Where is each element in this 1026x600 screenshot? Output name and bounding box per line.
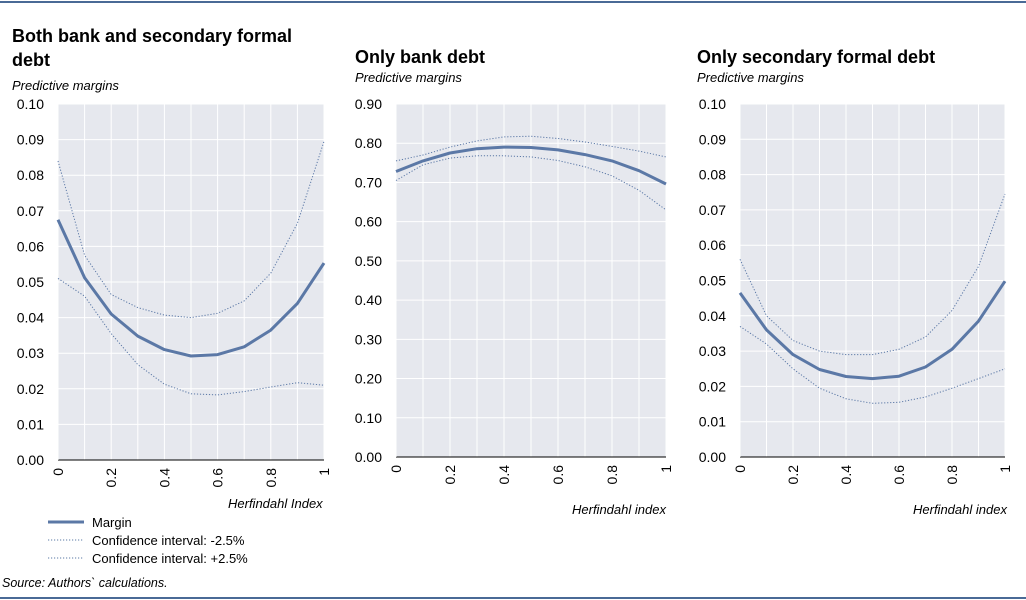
- y-tick-label: 0.50: [355, 253, 382, 269]
- series-margin-line: [56, 219, 326, 358]
- y-tick-label: 0.90: [355, 96, 382, 112]
- x-tick-label: 0.4: [156, 468, 172, 488]
- chart-1-title: Both bank and secondary formal debt: [12, 26, 293, 70]
- x-tick-label: 0: [50, 468, 66, 476]
- x-tick-label: 0.6: [891, 465, 907, 485]
- top-rule: [0, 1, 1026, 3]
- x-tick-label: 1: [997, 465, 1013, 473]
- series-ci-upper-line: [739, 193, 1006, 356]
- legend-item-ci-lower: Confidence interval: -2.5%: [48, 531, 248, 549]
- y-tick-label: 0.09: [699, 131, 726, 147]
- series-ci-lower-line: [739, 325, 1006, 404]
- x-tick-label: 0.2: [785, 465, 801, 485]
- legend-label: Confidence interval: -2.5%: [92, 532, 245, 548]
- x-tick-label: 0.8: [604, 465, 620, 485]
- y-tick-label: 0.05: [699, 273, 726, 289]
- y-tick-label: 0.00: [355, 449, 382, 465]
- y-tick-label: 0.08: [699, 167, 726, 183]
- x-tick-label: 0.4: [496, 465, 512, 485]
- y-tick-label: 0.09: [17, 132, 44, 148]
- x-tick-label: 0.2: [103, 468, 119, 488]
- x-tick-label: 0: [388, 465, 404, 473]
- x-tick-label: 0: [732, 465, 748, 473]
- x-tick-label: 0.6: [210, 468, 226, 488]
- y-tick-label: 0.30: [355, 331, 382, 347]
- y-tick-label: 0.10: [17, 96, 44, 112]
- legend: Margin Confidence interval: -2.5% Confid…: [48, 513, 248, 567]
- x-tick-label: 0.6: [550, 465, 566, 485]
- series-ci-upper-line: [395, 135, 667, 162]
- y-tick-label: 0.03: [699, 343, 726, 359]
- legend-swatch-dotted: [48, 539, 84, 541]
- chart-3-subtitle: Predictive margins: [697, 70, 804, 85]
- chart-1-plot: 0.00 0.01 0.02 0.03 0.04 0.05 0.06 0.07 0.08 0.09…: [17, 96, 332, 488]
- y-tick-label: 0.80: [355, 135, 382, 151]
- x-tick-label: 0.2: [442, 465, 458, 485]
- y-tick-label: 0.04: [699, 308, 726, 324]
- y-tick-label: 0.08: [17, 167, 44, 183]
- y-tick-label: 0.07: [699, 202, 726, 218]
- y-tick-label: 0.05: [17, 274, 44, 290]
- x-tick-label: 0.8: [263, 468, 279, 488]
- chart-2-xlabel: Herfindahl index: [572, 502, 666, 517]
- legend-swatch-dotted: [48, 557, 84, 559]
- series-margin-line: [738, 280, 1007, 381]
- y-tick-label: 0.02: [699, 378, 726, 394]
- series-margin-line: [395, 145, 667, 186]
- x-tick-label: 1: [658, 465, 674, 473]
- y-tick-label: 0.10: [699, 96, 726, 112]
- y-tick-label: 0.07: [17, 203, 44, 219]
- series-ci-upper-line: [57, 141, 325, 319]
- y-tick-label: 0.06: [699, 237, 726, 253]
- y-tick-label: 0.40: [355, 292, 382, 308]
- series-ci-lower-line: [57, 277, 325, 396]
- chart-2-subtitle: Predictive margins: [355, 70, 462, 85]
- y-tick-label: 0.00: [699, 449, 726, 465]
- legend-label: Margin: [92, 514, 132, 530]
- chart-2-plot: 0.000.100.200.300.400.500.600.700.800.90…: [355, 96, 674, 485]
- y-tick-label: 0.00: [17, 452, 44, 468]
- x-tick-label: 0.4: [838, 465, 854, 485]
- bottom-rule: [0, 597, 1026, 599]
- y-tick-label: 0.01: [17, 416, 44, 432]
- legend-item-margin: Margin: [48, 513, 248, 531]
- x-tick-label: 1: [316, 468, 332, 476]
- chart-1-subtitle: Predictive margins: [12, 78, 119, 93]
- source-note: Source: Authors` calculations.: [2, 576, 168, 590]
- y-tick-label: 0.01: [699, 414, 726, 430]
- legend-swatch-solid: [48, 520, 84, 524]
- y-tick-label: 0.60: [355, 214, 382, 230]
- y-tick-label: 0.03: [17, 345, 44, 361]
- chart-3-plot: 0.00 0.01 0.02 0.03 0.04 0.05 0.06 0.07 0.08 0.09…: [699, 96, 1013, 485]
- x-tick-label: 0.8: [944, 465, 960, 485]
- y-tick-label: 0.70: [355, 174, 382, 190]
- legend-label: Confidence interval: +2.5%: [92, 550, 248, 566]
- y-tick-label: 0.06: [17, 238, 44, 254]
- chart-2-title: Only bank debt: [355, 47, 486, 67]
- legend-item-ci-upper: Confidence interval: +2.5%: [48, 549, 248, 567]
- y-tick-label: 0.10: [355, 410, 382, 426]
- chart-3-title: Only secondary formal debt: [697, 47, 936, 67]
- y-tick-label: 0.04: [17, 310, 44, 326]
- chart-3-xlabel: Herfindahl index: [913, 502, 1007, 517]
- y-tick-label: 0.20: [355, 371, 382, 387]
- y-tick-label: 0.02: [17, 381, 44, 397]
- chart-1-xlabel: Herfindahl Index: [228, 496, 323, 511]
